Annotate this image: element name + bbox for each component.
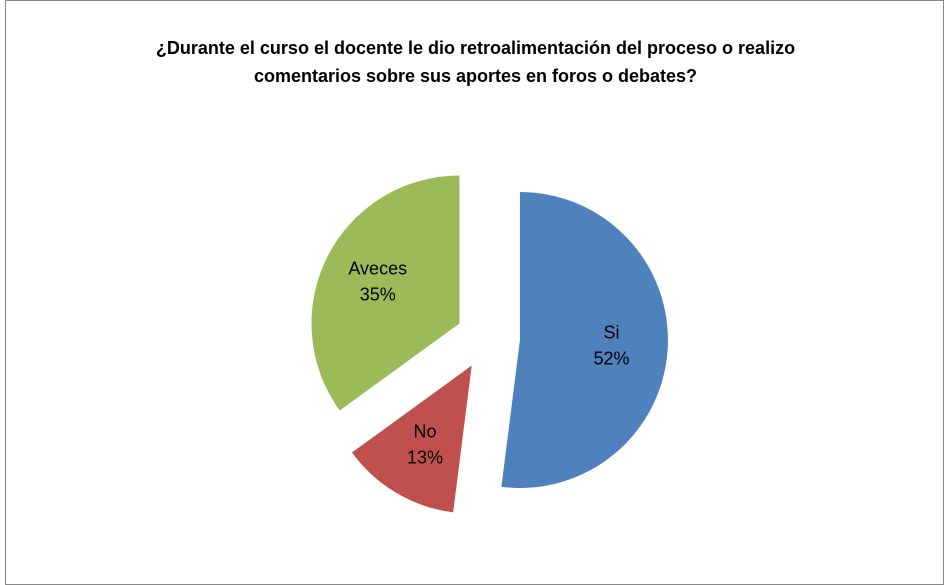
slice-value-label: 35% [360,285,396,305]
chart-title: ¿Durante el curso el docente le dio retr… [155,38,796,86]
slice-category-label: Aveces [348,259,407,279]
title-box: ¿Durante el curso el docente le dio retr… [0,34,951,90]
pie-slice [311,175,460,411]
slice-value-label: 52% [594,349,630,369]
pie-slice [351,365,472,513]
pie-slice [501,192,668,489]
slice-category-label: Si [604,323,620,343]
slice-value-label: 13% [407,447,443,467]
slice-category-label: No [413,421,436,441]
